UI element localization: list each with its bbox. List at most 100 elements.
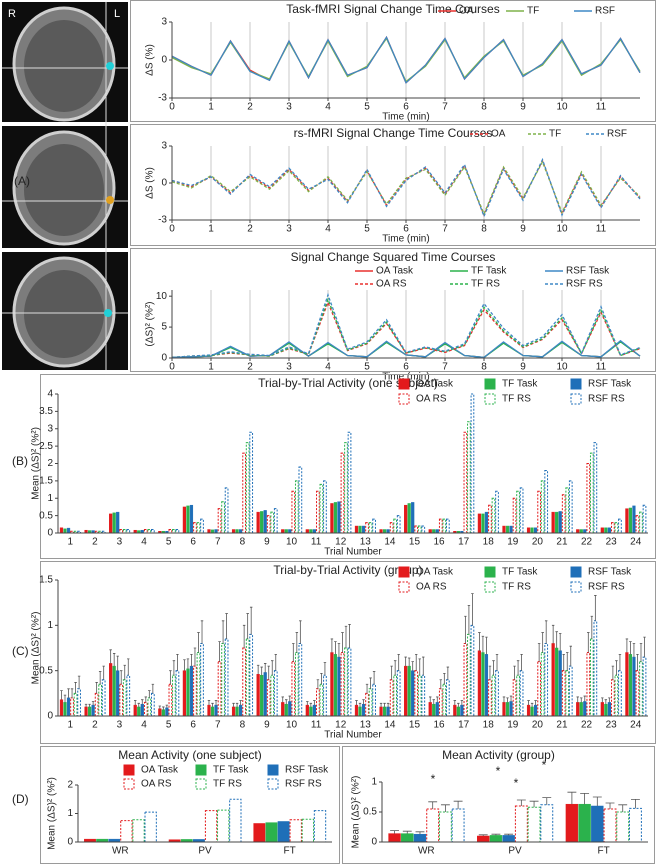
bar	[614, 522, 619, 534]
bar	[273, 508, 278, 534]
bar	[210, 706, 215, 717]
error-bar	[478, 632, 481, 651]
legend-swatch	[123, 778, 135, 790]
error-bar	[63, 694, 67, 703]
error-bar	[604, 699, 608, 705]
bar	[540, 804, 554, 843]
bar	[591, 805, 604, 843]
bar	[73, 530, 78, 534]
bar	[344, 647, 348, 717]
bar	[256, 674, 260, 717]
bar	[593, 442, 598, 534]
bar	[266, 679, 271, 717]
error-bar	[415, 831, 425, 835]
error-bar	[485, 636, 488, 655]
series-line	[171, 35, 641, 84]
error-bar	[436, 696, 439, 703]
bar	[165, 707, 169, 717]
bar	[382, 706, 387, 717]
bar	[635, 670, 640, 717]
bar	[214, 704, 218, 717]
bar	[312, 704, 316, 717]
x-tick-label: 8	[481, 102, 487, 113]
bar	[495, 490, 499, 534]
bar	[505, 525, 510, 534]
error-bar	[639, 643, 643, 662]
error-bar	[323, 662, 327, 676]
bar	[231, 529, 236, 534]
bar	[509, 525, 513, 534]
legend-swatch	[123, 764, 135, 776]
bar	[305, 529, 309, 534]
error-bar	[422, 656, 425, 676]
bar	[467, 633, 471, 717]
bar	[488, 679, 492, 717]
bar	[189, 504, 194, 534]
error-bar	[109, 649, 112, 664]
bar	[122, 679, 127, 717]
brain-shape	[24, 20, 104, 112]
y-axis-label: Mean (ΔS)² (%²)	[31, 427, 42, 500]
error-bar	[148, 690, 151, 698]
bar	[231, 706, 236, 717]
bar	[59, 699, 64, 717]
legend-swatch	[484, 378, 496, 390]
bar	[101, 530, 106, 534]
bar	[309, 529, 313, 534]
x-tick-label: 8	[481, 362, 487, 373]
bar	[435, 529, 439, 534]
error-bar	[330, 638, 334, 653]
x-tick-label: 24	[630, 537, 642, 548]
bar	[428, 529, 432, 534]
legend-label: OA RS	[416, 394, 447, 405]
bar	[200, 518, 204, 534]
error-bar	[285, 699, 288, 705]
x-tick-label: 9	[264, 537, 270, 548]
legend-label: RSF RS	[588, 394, 625, 405]
error-bar	[428, 801, 438, 809]
bar	[632, 656, 636, 717]
legend-swatch	[398, 566, 410, 578]
bar	[426, 808, 440, 843]
error-bar	[467, 604, 471, 635]
error-bar	[127, 658, 130, 676]
error-bar	[334, 641, 337, 655]
error-bar	[541, 632, 544, 653]
bar	[284, 529, 288, 534]
error-bar	[491, 833, 501, 836]
x-tick-label: 17	[458, 537, 470, 548]
y-tick-label: 1	[371, 777, 377, 788]
x-tick-label: 18	[483, 720, 495, 731]
bar	[109, 663, 113, 717]
bar	[133, 704, 137, 717]
bar	[147, 529, 152, 534]
bar	[168, 683, 173, 717]
bar	[221, 642, 225, 717]
bar	[413, 833, 427, 843]
bar	[368, 522, 373, 534]
error-bar	[509, 695, 513, 702]
x-tick-label: 5	[364, 224, 370, 235]
x-tick-label: 7	[442, 224, 448, 235]
bar	[361, 703, 366, 717]
error-bar	[74, 682, 77, 694]
error-bar	[169, 670, 172, 685]
bar	[372, 518, 376, 534]
bar	[477, 513, 482, 534]
bar	[94, 530, 99, 534]
error-bar	[246, 613, 249, 639]
bar	[98, 530, 103, 534]
legend-swatch	[398, 581, 410, 593]
panel-label: (B)	[12, 454, 28, 468]
bar	[265, 822, 278, 843]
x-tick-label: 8	[481, 224, 487, 235]
error-bar	[95, 682, 98, 694]
y-axis-label: Mean (ΔS)² (%²)	[31, 612, 42, 685]
error-bar	[611, 665, 615, 680]
bar	[576, 529, 580, 534]
bar	[137, 706, 141, 717]
bar	[217, 508, 222, 534]
bar	[639, 661, 643, 717]
x-tick-label: 8	[240, 537, 246, 548]
error-bar	[629, 641, 632, 655]
